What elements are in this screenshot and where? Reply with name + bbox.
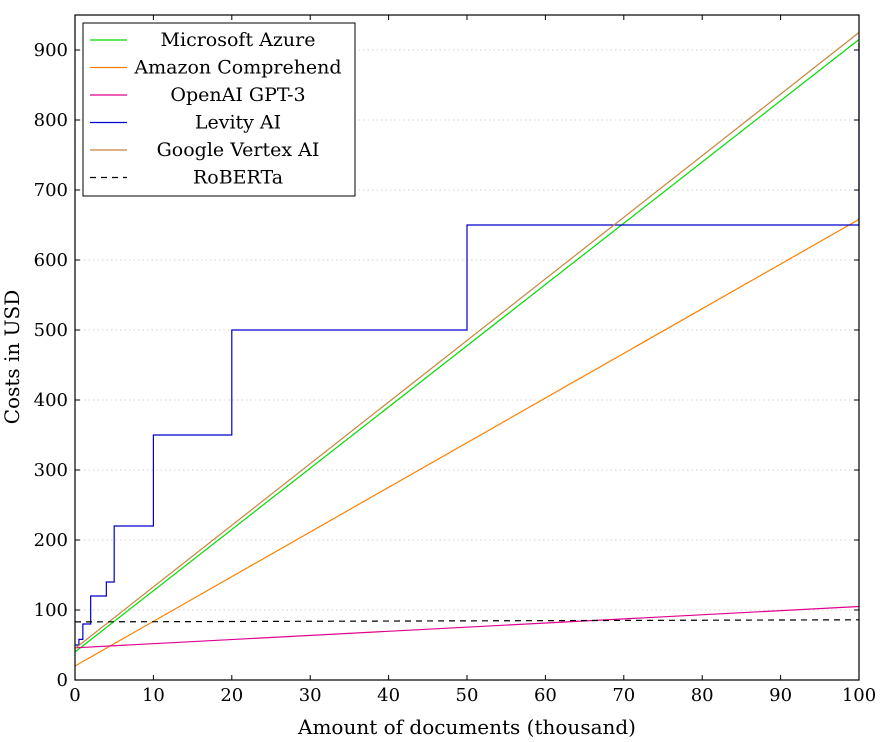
x-tick-label: 40 bbox=[377, 685, 400, 706]
y-tick-label: 200 bbox=[34, 530, 68, 551]
legend: Microsoft Azure Amazon Comprehend OpenAI G… bbox=[82, 22, 356, 197]
legend-label: Levity AI bbox=[195, 112, 281, 134]
y-tick-label: 700 bbox=[34, 180, 68, 201]
x-tick-label: 70 bbox=[612, 685, 635, 706]
x-tick-label: 30 bbox=[299, 685, 322, 706]
y-tick-label: 900 bbox=[34, 40, 68, 61]
series-lines bbox=[74, 32, 860, 667]
x-tick-label: 10 bbox=[142, 685, 165, 706]
x-axis-label: Amount of documents (thousand) bbox=[297, 715, 636, 739]
legend-box bbox=[82, 22, 356, 197]
y-tick-label: 300 bbox=[34, 460, 68, 481]
x-tick-label: 100 bbox=[842, 685, 876, 706]
legend-label: OpenAI GPT-3 bbox=[170, 84, 305, 106]
x-tick-label: 90 bbox=[769, 685, 792, 706]
y-tick-label: 600 bbox=[34, 250, 68, 271]
series-line-openai-gpt-3 bbox=[74, 605, 860, 649]
axis-ticks: 0 100 200 300 400 500 600 700 800 900 0 10 20 30 40 50 6… bbox=[34, 15, 876, 706]
x-tick-label: 0 bbox=[69, 685, 80, 706]
y-tick-label: 500 bbox=[34, 320, 68, 341]
series-line-amazon-comprehend bbox=[74, 218, 860, 667]
x-tick-label: 80 bbox=[691, 685, 714, 706]
y-tick-label: 800 bbox=[34, 110, 68, 131]
series-line-roberta bbox=[74, 619, 860, 623]
y-tick-label: 400 bbox=[34, 390, 68, 411]
x-tick-label: 50 bbox=[456, 685, 479, 706]
legend-label: Amazon Comprehend bbox=[133, 57, 341, 79]
y-tick-label: 100 bbox=[34, 600, 68, 621]
legend-label: Google Vertex AI bbox=[157, 139, 320, 161]
series-line-google-vertex-ai bbox=[74, 32, 860, 649]
legend-label: Microsoft Azure bbox=[161, 29, 316, 51]
x-tick-label: 20 bbox=[220, 685, 243, 706]
y-axis-label: Costs in USD bbox=[0, 290, 24, 425]
y-tick-label: 0 bbox=[57, 670, 68, 691]
x-tick-label: 60 bbox=[534, 685, 557, 706]
series-line-microsoft-azure bbox=[74, 39, 860, 653]
legend-label: RoBERTa bbox=[193, 167, 283, 189]
series-line-levity-ai bbox=[75, 43, 860, 646]
